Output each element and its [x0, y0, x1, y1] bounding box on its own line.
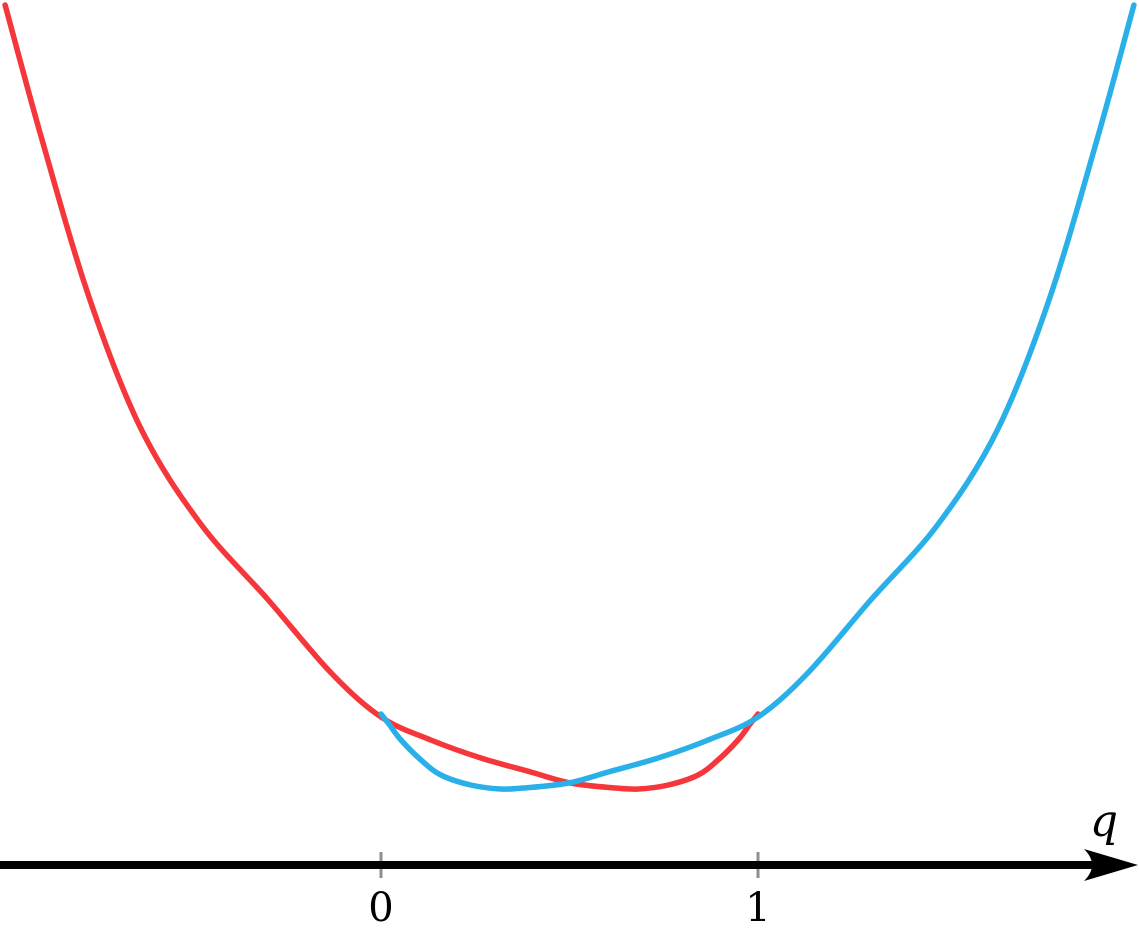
x-tick-label-0: 0	[368, 885, 394, 931]
red-curve	[2, 2, 761, 792]
x-axis-arrowhead	[1084, 849, 1138, 881]
x-tick-label-1: 1	[745, 885, 771, 931]
x-axis-label: q	[1089, 796, 1119, 847]
cyan-curve	[378, 2, 1137, 792]
